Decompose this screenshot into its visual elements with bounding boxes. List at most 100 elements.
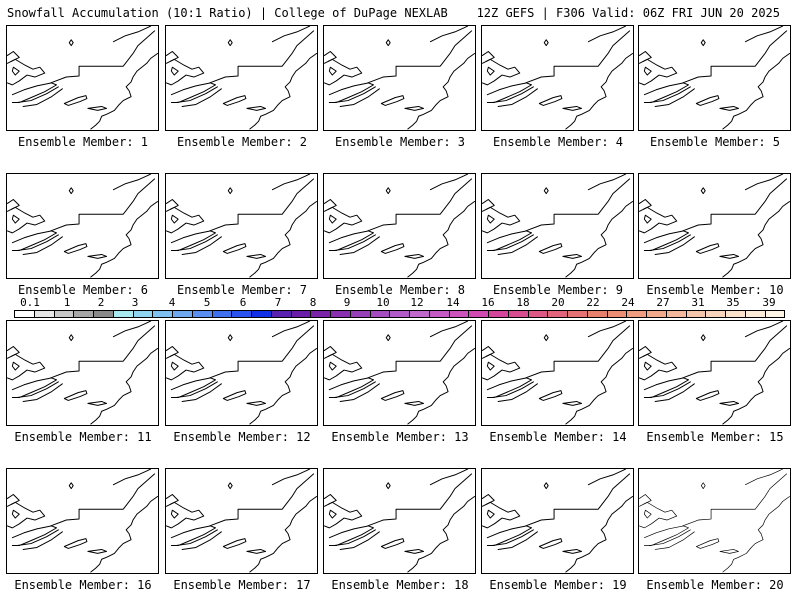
ensemble-map-panel <box>6 320 159 426</box>
northeast-basemap <box>639 469 790 573</box>
northeast-basemap <box>7 469 158 573</box>
colorbar-segment <box>291 311 312 317</box>
ensemble-map-panel <box>481 173 634 279</box>
ensemble-member-label: Ensemble Member: 4 <box>492 135 624 149</box>
ensemble-member-label: Ensemble Member: 16 <box>14 578 152 592</box>
ensemble-member-label: Ensemble Member: 7 <box>176 283 308 297</box>
colorbar-segment <box>74 311 94 317</box>
northeast-basemap <box>482 469 633 573</box>
northeast-basemap <box>7 174 158 278</box>
colorbar-segment <box>469 311 489 317</box>
colorbar-segment <box>607 311 628 317</box>
ensemble-map-panel <box>323 173 476 279</box>
ensemble-member-label: Ensemble Member: 20 <box>646 578 784 592</box>
colorbar-tick-label: 12 <box>410 296 424 309</box>
colorbar-segment <box>252 311 272 317</box>
ensemble-map-panel <box>323 468 476 574</box>
map-title: Snowfall Accumulation (10:1 Ratio) | Col… <box>7 6 448 20</box>
colorbar-segment <box>627 311 647 317</box>
snowfall-colorbar <box>14 310 785 318</box>
colorbar-tick-label: 6 <box>239 296 247 309</box>
colorbar-tick-label: 31 <box>691 296 705 309</box>
colorbar-segment <box>429 311 450 317</box>
ensemble-member-label: Ensemble Member: 14 <box>489 430 627 444</box>
colorbar-segment <box>745 311 766 317</box>
model-valid-time: 12Z GEFS | F306 Valid: 06Z FRI JUN 20 20… <box>476 6 780 20</box>
colorbar-tick-label: 4 <box>168 296 176 309</box>
ensemble-map-panel <box>481 25 634 131</box>
ensemble-map-panel <box>6 25 159 131</box>
northeast-basemap <box>166 174 317 278</box>
ensemble-map-panel <box>6 173 159 279</box>
colorbar-segment <box>173 311 193 317</box>
colorbar-tick-label: 1 <box>63 296 71 309</box>
colorbar-segment <box>765 311 785 317</box>
colorbar-segment <box>370 311 391 317</box>
ensemble-member-label: Ensemble Member: 3 <box>334 135 466 149</box>
colorbar-segment <box>94 311 114 317</box>
northeast-basemap <box>639 174 790 278</box>
colorbar-segment <box>331 311 351 317</box>
northeast-basemap <box>166 469 317 573</box>
colorbar-tick-label: 24 <box>621 296 635 309</box>
colorbar-segment <box>489 311 509 317</box>
northeast-basemap <box>482 174 633 278</box>
colorbar-segment <box>153 311 173 317</box>
colorbar-segment <box>15 311 35 317</box>
ensemble-map-panel <box>165 320 318 426</box>
northeast-basemap <box>324 321 475 425</box>
colorbar-segment <box>706 311 726 317</box>
colorbar-tick-label: 7 <box>274 296 282 309</box>
ensemble-member-label: Ensemble Member: 19 <box>489 578 627 592</box>
ensemble-member-label: Ensemble Member: 11 <box>14 430 152 444</box>
colorbar-segment <box>410 311 430 317</box>
northeast-basemap <box>639 321 790 425</box>
ensemble-map-panel <box>481 320 634 426</box>
ensemble-member-label: Ensemble Member: 1 <box>17 135 149 149</box>
ensemble-map-panel <box>323 25 476 131</box>
colorbar-tick-label: 35 <box>726 296 740 309</box>
colorbar-segment <box>232 311 252 317</box>
colorbar-tick-label: 27 <box>656 296 670 309</box>
colorbar-tick-label: 0.1 <box>20 296 40 309</box>
colorbar-segment <box>212 311 233 317</box>
northeast-basemap <box>482 321 633 425</box>
colorbar-segment <box>686 311 707 317</box>
ensemble-member-label: Ensemble Member: 10 <box>646 283 784 297</box>
colorbar-segment <box>449 311 470 317</box>
northeast-basemap <box>324 26 475 130</box>
colorbar-tick-label: 20 <box>551 296 565 309</box>
ensemble-map-panel <box>638 173 791 279</box>
colorbar-labels: 0.1 1 2 3 4 5 6 7 8 9 10 12 14 16 18 20 22 24 27 31 35 39 <box>0 297 800 309</box>
colorbar-tick-label: 5 <box>203 296 211 309</box>
ensemble-member-label: Ensemble Member: 2 <box>176 135 308 149</box>
colorbar-segment <box>568 311 588 317</box>
colorbar-tick-label: 2 <box>97 296 105 309</box>
colorbar-segment <box>726 311 746 317</box>
ensemble-member-label: Ensemble Member: 9 <box>492 283 624 297</box>
ensemble-member-label: Ensemble Member: 18 <box>331 578 469 592</box>
colorbar-segment <box>587 311 608 317</box>
colorbar-tick-label: 22 <box>586 296 600 309</box>
colorbar-segment <box>548 311 568 317</box>
northeast-basemap <box>639 26 790 130</box>
colorbar-tick-label: 8 <box>309 296 317 309</box>
ensemble-member-label: Ensemble Member: 8 <box>334 283 466 297</box>
ensemble-map-panel <box>638 25 791 131</box>
colorbar-tick-label: 3 <box>131 296 139 309</box>
northeast-basemap <box>482 26 633 130</box>
colorbar-segment <box>528 311 549 317</box>
colorbar-tick-label: 18 <box>516 296 530 309</box>
ensemble-map-panel <box>638 320 791 426</box>
ensemble-map-panel <box>165 173 318 279</box>
ensemble-member-label: Ensemble Member: 12 <box>173 430 311 444</box>
ensemble-member-label: Ensemble Member: 6 <box>17 283 149 297</box>
colorbar-segment <box>133 311 154 317</box>
northeast-basemap <box>324 469 475 573</box>
ensemble-member-label: Ensemble Member: 17 <box>173 578 311 592</box>
colorbar-segment <box>390 311 410 317</box>
ensemble-map-panel <box>165 468 318 574</box>
colorbar-segment <box>34 311 55 317</box>
ensemble-member-label: Ensemble Member: 13 <box>331 430 469 444</box>
ensemble-map-panel <box>481 468 634 574</box>
